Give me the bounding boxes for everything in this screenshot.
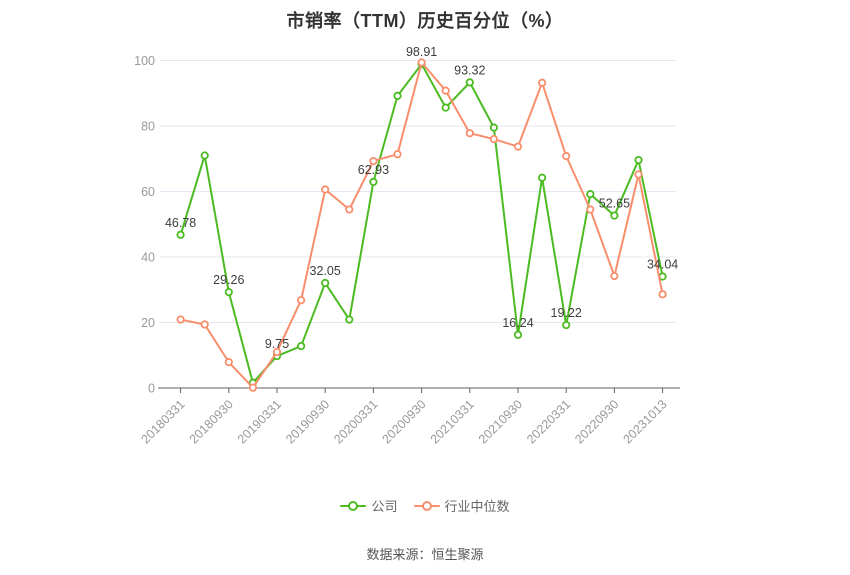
data-point-industry-median[interactable] <box>513 142 523 151</box>
series-line-industry-median <box>180 61 664 389</box>
data-point-company[interactable] <box>562 320 571 330</box>
data-point-company[interactable] <box>537 173 547 182</box>
data-point-label: 34.04 <box>647 258 678 272</box>
data-point-label: 16.24 <box>502 316 533 330</box>
data-point-industry-median[interactable] <box>537 78 547 87</box>
legend-label-company: 公司 <box>371 499 398 514</box>
series-line-company <box>179 63 664 384</box>
x-axis-tick-label: 20200930 <box>379 397 428 446</box>
chart-legend: 公司 行业中位数 <box>0 496 850 515</box>
data-point-company[interactable] <box>489 123 498 132</box>
data-point-industry-median[interactable] <box>586 205 595 214</box>
data-point-industry-median[interactable] <box>296 296 306 305</box>
legend-label-industry-median: 行业中位数 <box>444 499 510 514</box>
data-point-industry-median[interactable] <box>176 315 185 324</box>
data-point-industry-median[interactable] <box>369 156 378 166</box>
x-axis-tick-label: 20210930 <box>476 397 525 446</box>
x-axis-tick-label: 20190331 <box>235 397 284 446</box>
x-axis-tick-label: 20210331 <box>428 397 477 446</box>
x-axis-tick-label: 20180331 <box>138 397 187 446</box>
data-point-company[interactable] <box>345 315 354 324</box>
data-point-label: 32.05 <box>310 264 341 278</box>
data-point-industry-median[interactable] <box>248 383 257 392</box>
x-axis-tick-label: 20180930 <box>187 397 236 446</box>
data-point-industry-median[interactable] <box>200 320 209 329</box>
legend-item-industry-median[interactable]: 行业中位数 <box>413 496 510 515</box>
data-point-label: 62.93 <box>358 163 389 177</box>
data-point-industry-median[interactable] <box>562 152 571 161</box>
y-axis-tick-label: 80 <box>141 120 155 134</box>
y-axis-tick-label: 20 <box>141 316 155 330</box>
y-axis-tick-label: 60 <box>141 185 155 199</box>
data-point-industry-median[interactable] <box>345 205 354 214</box>
industry-median-series-icon <box>413 500 440 512</box>
data-point-company[interactable] <box>369 177 378 187</box>
data-point-industry-median[interactable] <box>272 347 282 357</box>
data-point-label: 29.26 <box>213 273 244 287</box>
data-point-company[interactable] <box>610 211 619 220</box>
y-axis-tick-label: 0 <box>148 382 155 396</box>
data-source-note: 数据来源：恒生聚源 <box>366 547 484 562</box>
data-point-label: 9.75 <box>265 337 289 351</box>
data-point-label: 46.78 <box>165 216 196 230</box>
data-point-company[interactable] <box>513 330 523 339</box>
data-point-industry-median[interactable] <box>634 170 643 179</box>
data-point-company[interactable] <box>176 230 185 239</box>
x-axis-tick-label: 20200331 <box>331 397 380 446</box>
data-point-company[interactable] <box>465 78 474 87</box>
chart-title: 市销率（TTM）历史百分位（%） <box>286 11 564 31</box>
data-point-label: 52.65 <box>599 197 630 211</box>
x-axis-tick-label: 20220331 <box>524 397 573 446</box>
x-axis-tick-label: 20190930 <box>283 397 332 446</box>
x-axis-tick-label: 20231013 <box>620 397 669 446</box>
data-point-company[interactable] <box>224 288 233 297</box>
y-axis-tick-label: 40 <box>141 251 155 265</box>
legend-item-company[interactable]: 公司 <box>340 496 398 515</box>
data-point-label: 98.91 <box>406 45 437 59</box>
data-point-label: 19.22 <box>551 306 582 320</box>
data-point-company[interactable] <box>321 278 330 288</box>
data-point-industry-median[interactable] <box>321 185 330 194</box>
data-point-company[interactable] <box>634 155 643 165</box>
data-point-industry-median[interactable] <box>224 358 233 367</box>
data-point-industry-median[interactable] <box>393 150 402 159</box>
data-point-label: 93.32 <box>454 63 485 77</box>
data-point-industry-median[interactable] <box>658 290 667 299</box>
data-point-industry-median[interactable] <box>610 271 619 281</box>
data-point-company[interactable] <box>586 190 595 199</box>
data-point-company[interactable] <box>393 91 402 100</box>
data-point-industry-median[interactable] <box>441 86 450 95</box>
y-axis-tick-label: 100 <box>134 54 155 68</box>
data-point-company[interactable] <box>200 151 209 160</box>
data-point-company[interactable] <box>296 341 306 351</box>
line-chart-canvas: 0 20 40 60 80 100 2018033120180930201903312019… <box>134 45 680 446</box>
data-point-industry-median[interactable] <box>465 129 474 138</box>
data-point-industry-median[interactable] <box>489 135 498 144</box>
x-axis-tick-label: 20220930 <box>572 397 621 446</box>
company-series-icon <box>340 500 367 512</box>
data-point-company[interactable] <box>441 103 450 112</box>
data-point-industry-median[interactable] <box>417 58 426 67</box>
